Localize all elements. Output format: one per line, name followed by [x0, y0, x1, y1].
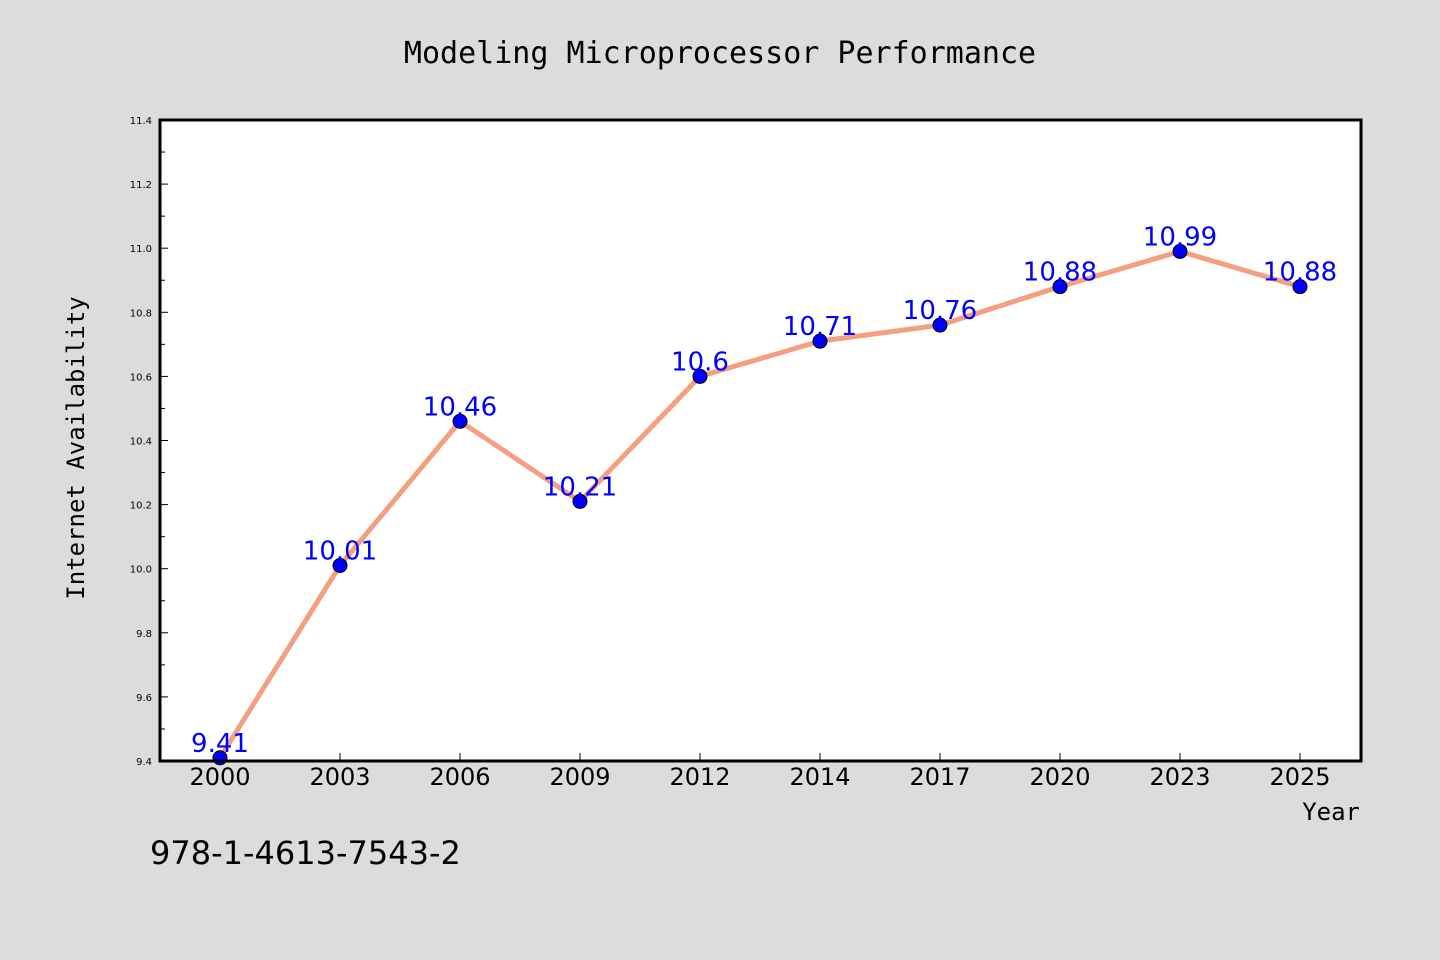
data-point — [572, 493, 588, 509]
y-axis-title: Internet Availability — [62, 296, 90, 599]
y-tick-label: 10.8 — [130, 308, 152, 319]
x-tick-label: 2017 — [909, 763, 970, 791]
y-tick-label: 11.2 — [130, 180, 152, 191]
data-point — [1052, 279, 1068, 295]
data-point — [332, 557, 348, 573]
data-point — [812, 333, 828, 349]
y-tick-label: 11.0 — [130, 244, 152, 255]
x-tick-label: 2025 — [1269, 763, 1330, 791]
data-label: 10.6 — [671, 347, 729, 377]
data-label: 10.88 — [1023, 258, 1097, 288]
x-axis: 2000 2003 2006 2009 2012 2014 2017 2020 2023 2025 — [189, 753, 1331, 791]
data-point — [692, 368, 708, 384]
series-line — [217, 248, 1303, 761]
data-point — [932, 317, 948, 333]
x-axis-title: Year — [1302, 798, 1360, 826]
y-tick-label: 11.4 — [130, 116, 152, 127]
y-tick-label: 9.4 — [136, 757, 152, 768]
plot-area — [160, 120, 1361, 761]
x-tick-label: 2006 — [429, 763, 490, 791]
y-tick-label: 10.0 — [130, 565, 152, 576]
footer-isbn: 978-1-4613-7543-2 — [150, 834, 461, 872]
x-tick-label: 2023 — [1149, 763, 1210, 791]
x-tick-label: 2003 — [309, 763, 370, 791]
data-point — [452, 413, 468, 429]
y-tick-label: 10.4 — [130, 437, 152, 448]
chart-title: Modeling Microprocessor Performance — [404, 36, 1036, 71]
data-label: 10.01 — [303, 536, 377, 566]
y-tick-label: 9.8 — [136, 629, 152, 640]
x-tick-label: 2014 — [789, 763, 850, 791]
x-tick-label: 2009 — [549, 763, 610, 791]
data-label: 10.21 — [543, 472, 617, 502]
y-tick-label: 10.2 — [130, 501, 152, 512]
data-point — [1172, 243, 1188, 259]
data-labels: 9.41 10.01 10.46 10.21 10.6 10.71 10.76 10.88 10… — [191, 222, 1337, 758]
x-tick-label: 2000 — [189, 763, 250, 791]
data-label: 10.88 — [1263, 258, 1337, 288]
data-label: 10.71 — [783, 312, 857, 342]
y-tick-label: 10.6 — [130, 372, 152, 383]
x-tick-label: 2020 — [1029, 763, 1090, 791]
data-label: 9.41 — [191, 729, 249, 759]
y-tick-label: 9.6 — [136, 693, 152, 704]
data-point — [1292, 279, 1308, 295]
data-label: 10.46 — [423, 392, 497, 422]
plot-frame — [158, 118, 1363, 763]
x-tick-label: 2012 — [669, 763, 730, 791]
data-label: 10.99 — [1143, 222, 1217, 252]
data-label: 10.76 — [903, 296, 977, 326]
